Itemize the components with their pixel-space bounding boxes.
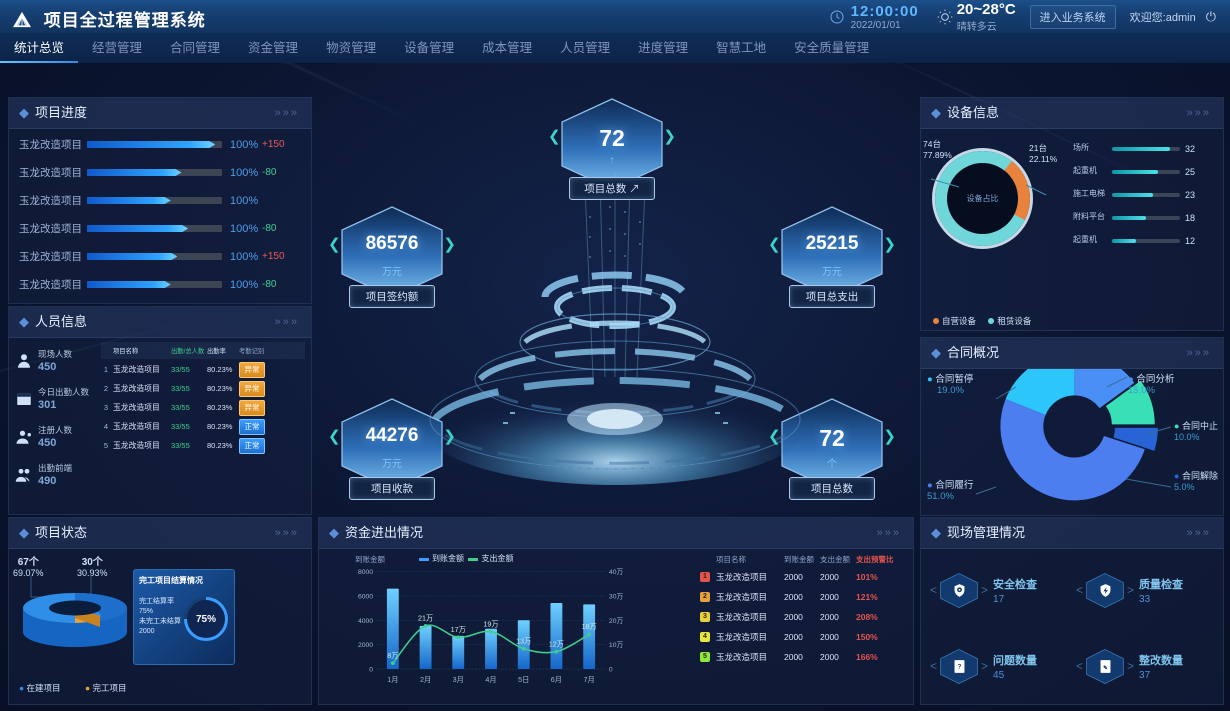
svg-text:10万: 10万 — [609, 641, 624, 649]
svg-text:4月: 4月 — [485, 675, 496, 684]
svg-text:✎: ✎ — [1103, 664, 1108, 671]
svg-text:17万: 17万 — [451, 625, 466, 634]
svg-text:40万: 40万 — [609, 568, 624, 576]
svg-text:6000: 6000 — [358, 593, 373, 600]
svg-text:21万: 21万 — [418, 614, 433, 623]
svg-text:13万: 13万 — [516, 637, 531, 646]
svg-text:2000: 2000 — [358, 642, 373, 649]
svg-text:4000: 4000 — [358, 618, 373, 625]
svg-text:5日: 5日 — [518, 675, 529, 684]
svg-text:?: ? — [957, 663, 961, 670]
svg-text:8万: 8万 — [387, 651, 398, 660]
svg-text:3月: 3月 — [453, 675, 464, 684]
svg-text:8000: 8000 — [358, 569, 373, 576]
svg-text:30万: 30万 — [609, 592, 624, 600]
svg-text:19万: 19万 — [483, 620, 498, 629]
svg-text:2月: 2月 — [420, 675, 431, 684]
svg-text:7月: 7月 — [584, 675, 595, 684]
svg-text:0: 0 — [369, 667, 373, 674]
svg-text:6月: 6月 — [551, 675, 562, 684]
svg-text:18万: 18万 — [582, 622, 597, 631]
svg-text:0: 0 — [609, 667, 613, 674]
svg-text:12万: 12万 — [549, 640, 564, 649]
svg-text:20万: 20万 — [609, 617, 624, 625]
svg-text:1月: 1月 — [387, 675, 398, 684]
